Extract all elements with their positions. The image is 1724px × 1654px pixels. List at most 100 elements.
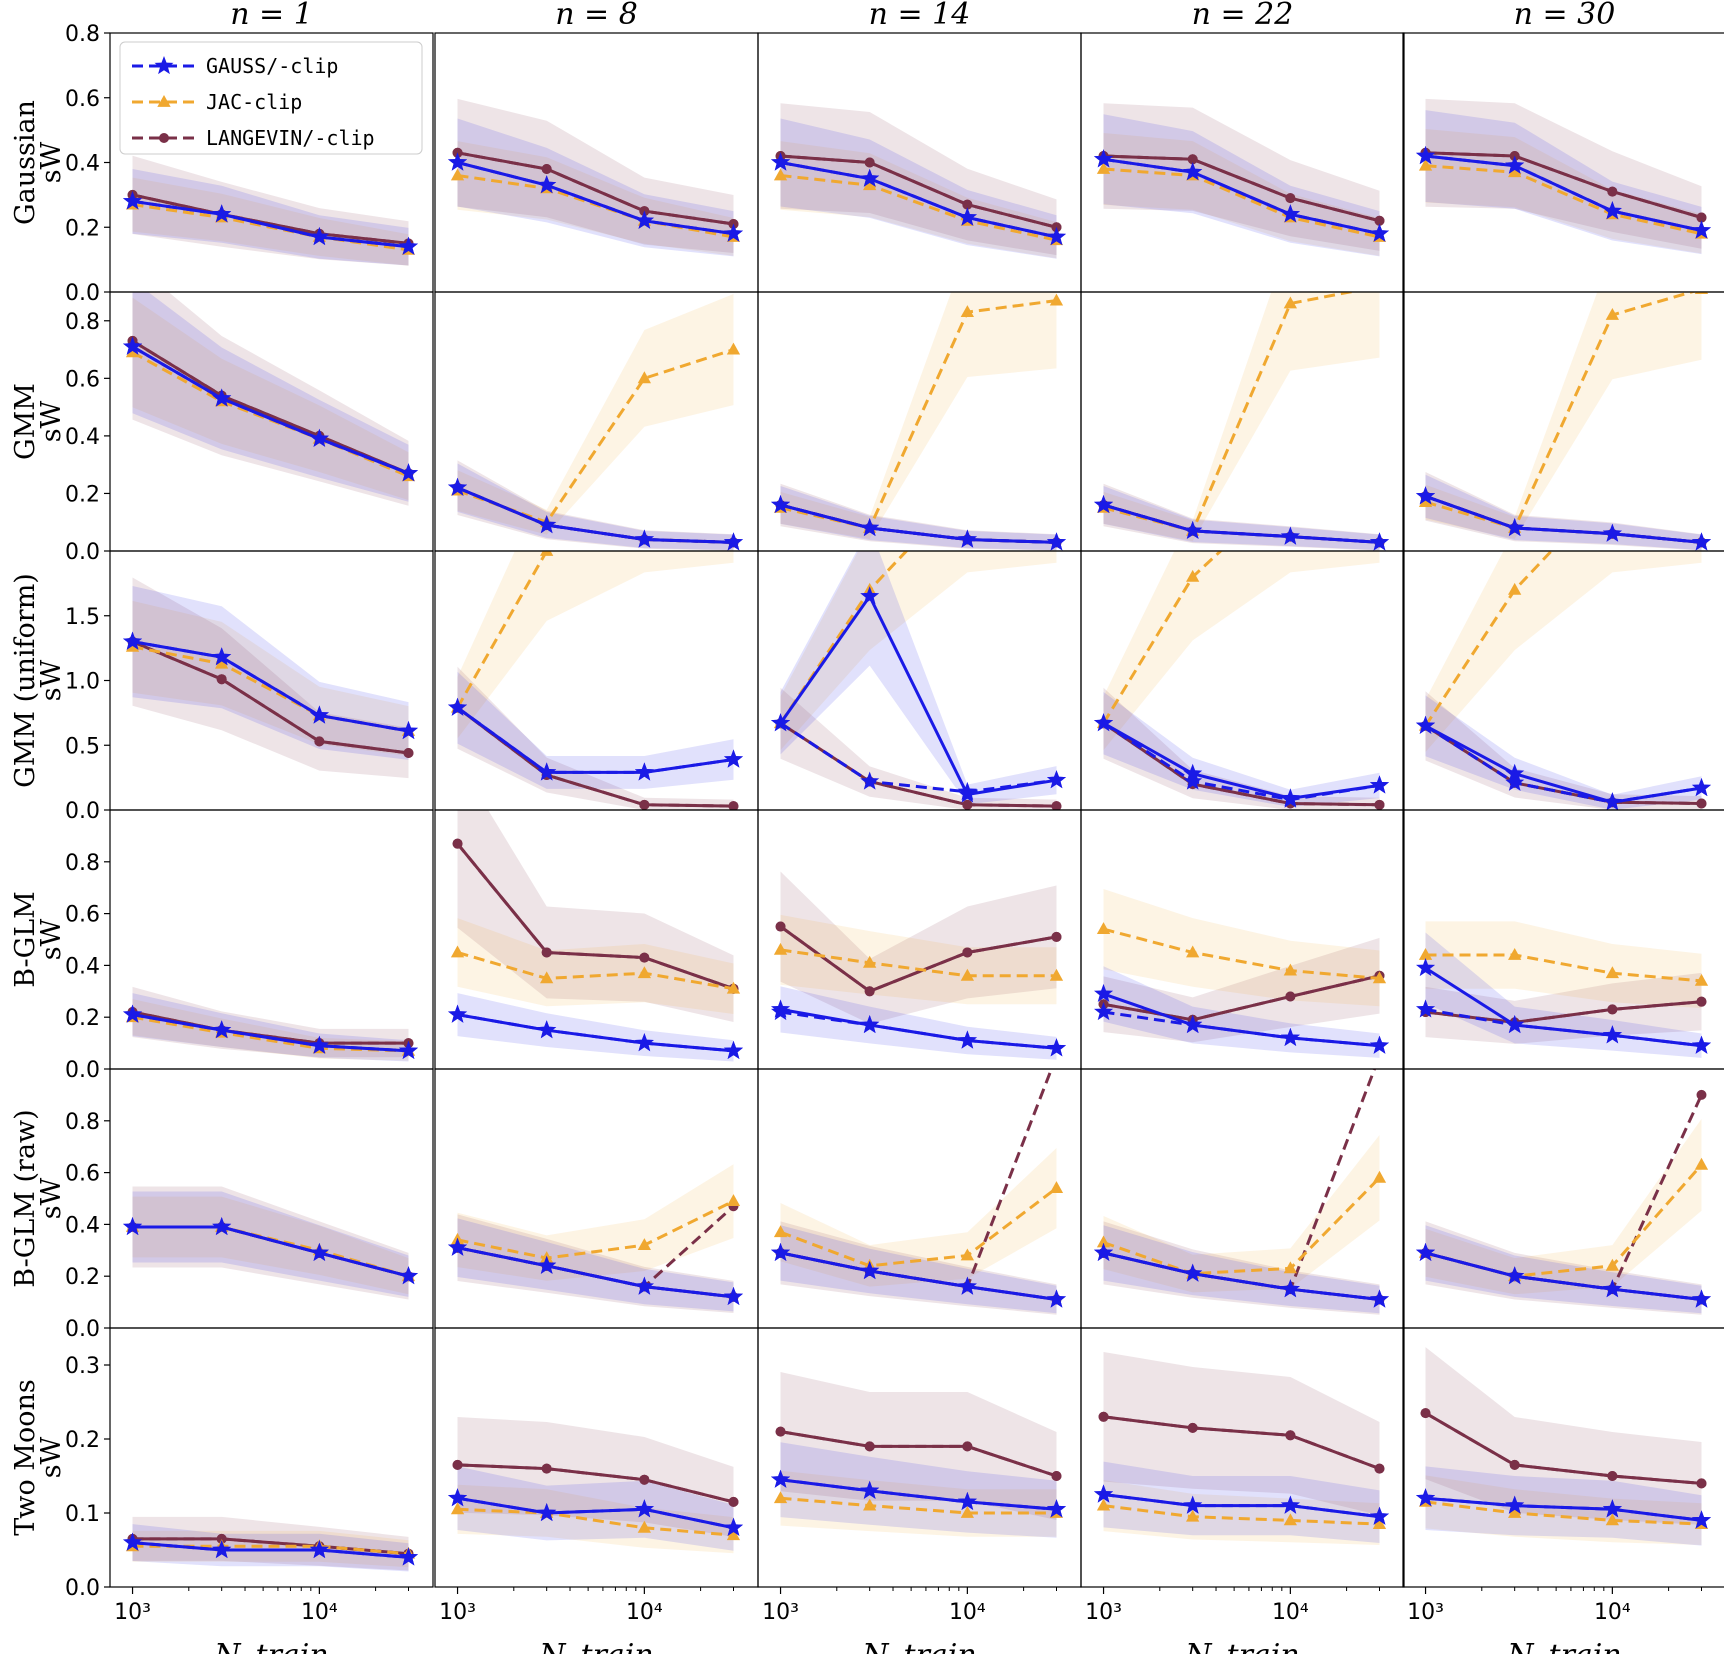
- jac-clip-point: [1418, 948, 1433, 960]
- panel-1-1: [448, 294, 743, 551]
- langevin-band: [132, 1186, 409, 1300]
- jac-clip-point: [1186, 945, 1200, 958]
- jac-clip-point: [1373, 279, 1386, 291]
- gauss-clip-point: [309, 1242, 329, 1261]
- gauss-clip-line: [457, 1246, 734, 1299]
- gauss-clip-point: [1602, 201, 1622, 220]
- jac-clip-point: [726, 1528, 741, 1541]
- jac-clip-point: [450, 1502, 465, 1515]
- gauss-clip-point: [771, 1002, 791, 1021]
- gauss-clip-point: [1505, 1266, 1525, 1285]
- gauss-clip-point: [212, 388, 232, 407]
- jac-clip-line: [780, 1496, 1057, 1515]
- gauss-clip-line: [1103, 1493, 1380, 1519]
- langevin-clip-point: [1696, 996, 1707, 1007]
- jac-clip-point: [1605, 966, 1619, 979]
- jac-clip-point: [1605, 1258, 1619, 1271]
- y-tick-label: 0.2: [65, 1428, 100, 1453]
- y-tick-label: 0.0: [65, 1576, 100, 1601]
- jac-clip-point: [1049, 968, 1064, 981]
- jac-clip-point: [726, 1194, 741, 1206]
- gauss-point: [860, 586, 880, 605]
- legend-label: JAC-clip: [206, 90, 302, 114]
- langevin-clip-line: [457, 1463, 734, 1504]
- panel-0-1: [448, 98, 743, 257]
- gauss-clip-point: [448, 697, 468, 716]
- gauss-clip-point: [448, 152, 468, 171]
- panel-frame: [109, 1327, 434, 1588]
- jac-clip-point: [1283, 963, 1297, 976]
- y-axis-label: sW: [36, 659, 67, 701]
- langevin-clip-point: [1187, 1422, 1198, 1433]
- gauss-clip-point: [957, 207, 977, 226]
- gauss-clip-point: [771, 1242, 791, 1261]
- panel-0-2: [771, 103, 1066, 259]
- jac-clip-point: [960, 1248, 974, 1261]
- gauss-clip-line: [780, 161, 1057, 239]
- jac-band: [457, 294, 734, 535]
- gauss-clip-point: [537, 1503, 557, 1522]
- gauss-clip-point: [1505, 155, 1525, 174]
- gauss-clip-point: [1416, 1488, 1436, 1507]
- gauss-clip-point: [537, 175, 557, 194]
- jac-band: [457, 551, 734, 739]
- gauss-clip-line: [1424, 724, 1702, 804]
- jac-clip-point: [1605, 1513, 1619, 1526]
- gauss-clip-point: [1505, 1495, 1525, 1514]
- jac-clip-point: [773, 1491, 788, 1504]
- jac-clip-point: [1694, 973, 1709, 986]
- panel-3-0: [123, 986, 418, 1062]
- gauss-clip-point: [1692, 220, 1711, 239]
- gauss-clip-point: [860, 518, 880, 537]
- gauss-clip-point: [860, 1015, 880, 1034]
- langevin-clip-point: [541, 163, 552, 174]
- langevin-clip-point: [1051, 1471, 1062, 1481]
- jac-clip-point: [1049, 1181, 1064, 1193]
- gauss-clip-point: [1416, 999, 1436, 1018]
- row-label: GMM: [10, 383, 41, 460]
- jac-clip-point: [1186, 569, 1200, 582]
- gauss-clip-point: [1370, 1035, 1389, 1054]
- langevin-clip-point: [962, 1441, 973, 1452]
- row-label: Two Moons: [10, 1379, 41, 1535]
- gauss-clip-point: [1183, 1015, 1203, 1034]
- panel-4-3: [1094, 1069, 1389, 1315]
- langevin-clip-point: [864, 157, 875, 168]
- gauss-clip-point: [123, 336, 143, 355]
- jac-clip-line: [780, 299, 1057, 530]
- y-tick-label: 0.2: [65, 1006, 100, 1031]
- y-tick-label: 1.5: [65, 605, 100, 630]
- gauss-clip-point: [1370, 775, 1389, 794]
- gauss-clip-point: [957, 1030, 977, 1049]
- gauss-clip-point: [123, 631, 143, 650]
- langevin-band: [132, 986, 409, 1058]
- gauss-clip-point: [724, 1040, 743, 1059]
- gauss-clip-line: [779, 721, 1057, 794]
- jac-band: [1103, 551, 1380, 751]
- jac-clip-point: [1372, 1517, 1387, 1529]
- jac-band: [132, 297, 409, 501]
- y-tick-label: 0.5: [65, 734, 100, 759]
- gauss-clip-point: [1602, 1499, 1622, 1518]
- gauss-clip-line: [457, 1013, 734, 1053]
- gauss-clip-point: [1370, 532, 1389, 551]
- y-tick-label: 0.1: [65, 1502, 100, 1527]
- gauss-clip-point: [724, 749, 743, 768]
- panel-2-4: [1416, 479, 1711, 810]
- x-tick-label: 10⁴: [626, 1600, 663, 1625]
- jac-clip-point: [1606, 479, 1619, 491]
- y-axis-label: sW: [36, 141, 67, 183]
- gauss-line: [1102, 721, 1380, 800]
- panel-0-3: [1094, 103, 1389, 257]
- jac-clip-line: [457, 1199, 735, 1260]
- gauss-clip-point: [634, 1033, 654, 1052]
- gauss-clip-point: [1505, 1015, 1525, 1034]
- y-tick-label: 0.0: [65, 281, 100, 306]
- jac-clip-point: [961, 479, 974, 491]
- langevin-clip-point: [452, 838, 463, 849]
- jac-band: [1103, 292, 1380, 542]
- gauss-clip-line: [132, 199, 409, 249]
- jac-band: [1425, 292, 1702, 539]
- langevin-clip-point: [728, 801, 739, 810]
- gauss-clip-point: [212, 1540, 232, 1559]
